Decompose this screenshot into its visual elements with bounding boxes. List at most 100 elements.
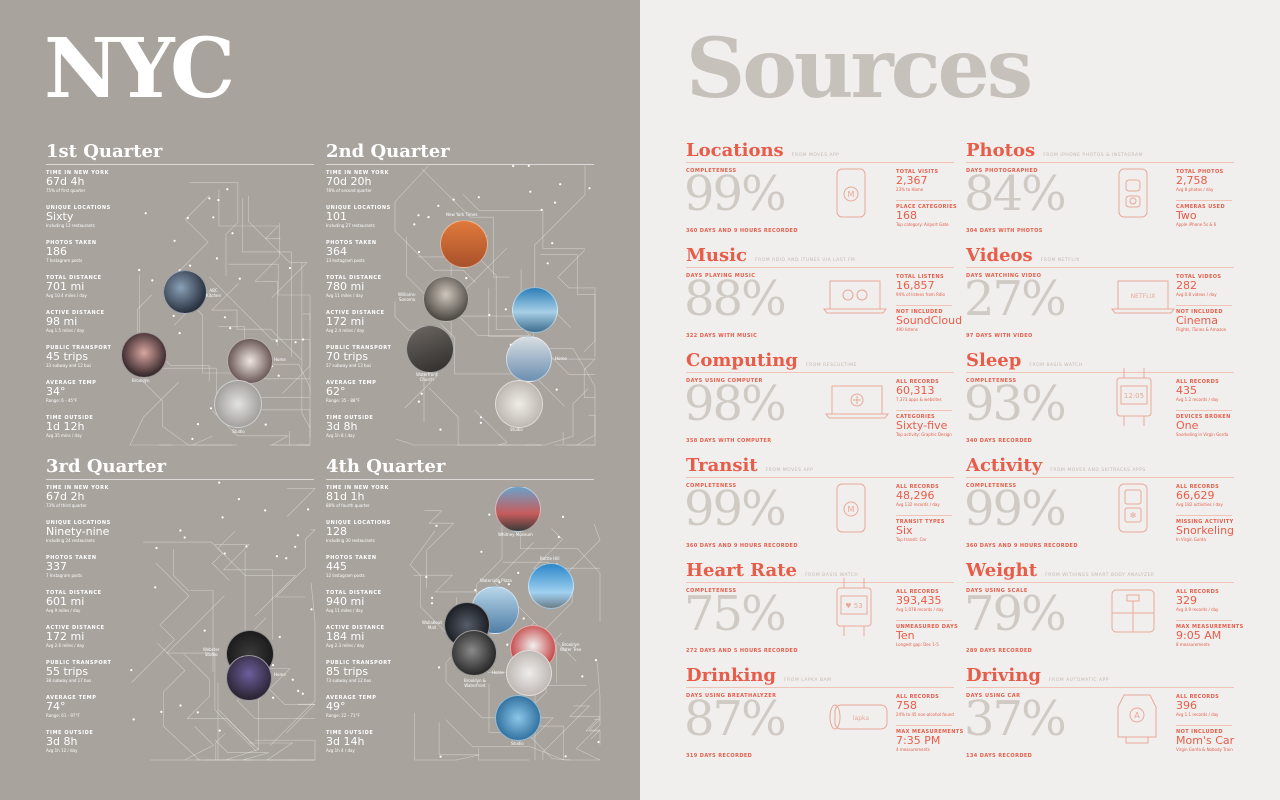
map-stop <box>413 223 416 226</box>
quarter-2: 2nd Quarter TIME IN NEW YORK 70d 20h 78%… <box>326 140 594 438</box>
source-stat: ALL RECORDS 60,313 7,373 apps & websites <box>896 379 956 402</box>
scale-icon <box>1110 588 1156 638</box>
place-label: Battle Hill <box>540 556 560 561</box>
map-line <box>217 531 297 617</box>
map-stop <box>203 629 206 632</box>
quarter-stat: UNIQUE LOCATIONS 128 Including 30 restau… <box>326 520 416 543</box>
source-subtitle: FROM BASIS WATCH <box>805 573 859 578</box>
stat-label: PHOTOS TAKEN <box>326 240 377 246</box>
stat-label: TIME OUTSIDE <box>326 730 374 736</box>
stat-detail: Flights, iTunes & Amazon <box>1176 327 1227 332</box>
quarter-stat: TIME IN NEW YORK 67d 4h 75% of first qua… <box>46 170 136 193</box>
place-photo <box>214 380 262 428</box>
map-stop <box>144 212 147 215</box>
stat-value: 393,435 <box>896 594 942 607</box>
map-stop <box>425 575 428 579</box>
source-stat: ALL RECORDS 435 Avg 1.2 records / day <box>1176 379 1236 402</box>
stat-label: PHOTOS TAKEN <box>326 555 377 561</box>
percent-value: 27% <box>964 271 1067 327</box>
place-label: New York Times <box>446 212 478 217</box>
stat-value: 48,296 <box>896 489 935 502</box>
map-stop <box>178 332 181 335</box>
stat-value: 940 mi <box>326 595 365 608</box>
metric-label: DAYS WATCHING VIDEO <box>966 273 1042 279</box>
phone-snow-icon: ✻ <box>1118 483 1148 537</box>
source-header: Activity FROM MOVES AND SKITRACKS APPS <box>966 455 1234 478</box>
source-card-photos: Photos FROM IPHONE PHOTOS & INSTAGRAM DA… <box>964 140 1234 240</box>
map-stop <box>479 421 482 424</box>
stat-detail: 7 Instagram posts <box>46 573 83 578</box>
place-label: Williams- Sonoma <box>398 292 417 302</box>
map-stop <box>477 196 480 199</box>
map-line <box>218 189 281 239</box>
stat-detail: Longest gap: Dec 1-5 <box>896 642 939 647</box>
stat-key: NOT INCLUDED <box>1176 729 1223 735</box>
source-card-drinking: Drinking FROM LAPKA BAM DAYS USING BREAT… <box>684 665 963 765</box>
stat-value: 101 <box>326 210 347 223</box>
stat-value: 445 <box>326 560 347 573</box>
map-stop <box>301 692 304 695</box>
map-stop <box>517 571 520 575</box>
sources-title: Sources <box>686 21 1033 117</box>
quarter-title: 3rd Quarter <box>46 455 314 480</box>
place-photo <box>226 655 272 701</box>
source-title: Heart Rate <box>686 560 797 581</box>
quarter-stat: AVERAGE TEMP 62° Range: 35 - 88°F <box>326 380 416 403</box>
source-stat: ALL RECORDS 393,435 Avg 1,078 records / … <box>896 589 956 612</box>
phone-icon: M <box>836 483 866 537</box>
metric-label: DAYS USING COMPUTER <box>686 378 763 384</box>
stat-label: TIME OUTSIDE <box>326 415 374 421</box>
stat-label: AVERAGE TEMP <box>46 695 97 701</box>
map-line <box>540 254 596 353</box>
stat-detail: 88% of fourth quarter <box>326 503 370 508</box>
quarter-stat: AVERAGE TEMP 34° Range: 6 - 45°F <box>46 380 136 403</box>
map-line <box>249 742 315 761</box>
map-line <box>131 562 190 683</box>
map-stop <box>522 617 525 620</box>
map-line <box>588 719 601 740</box>
source-header: Locations FROM MOVES APP <box>686 140 954 163</box>
quarter-stat: TOTAL DISTANCE 601 mi Avg 9 miles / day <box>46 590 136 613</box>
stat-detail: Avg 1,078 records / day <box>896 607 944 612</box>
map-line <box>554 432 595 446</box>
stat-detail: Including 12 restaurants <box>46 223 95 228</box>
metric-label: DAYS USING SCALE <box>966 588 1028 594</box>
days-recorded: 272 DAYS AND 5 HOURS RECORDED <box>686 648 798 654</box>
map-stop <box>278 635 281 639</box>
place-label: Waterfront Church <box>416 372 438 382</box>
percent-value: 84% <box>964 166 1067 222</box>
quarter-stat: TOTAL DISTANCE 780 mi Avg 11 miles / day <box>326 275 416 298</box>
map-line <box>575 662 601 761</box>
quarter-stat: TIME OUTSIDE 3d 8h Avg 1h 12 / day <box>46 730 136 753</box>
stat-detail: 24% to 45 non-alcohol found <box>896 712 954 717</box>
days-recorded: 319 DAYS RECORDED <box>686 753 753 759</box>
quarter-stat: TOTAL DISTANCE 701 mi Avg 10.4 miles / d… <box>46 275 136 298</box>
heart-watch-icon: ♥ 53 <box>834 578 874 640</box>
map-line <box>576 414 596 446</box>
place-photo <box>506 650 552 696</box>
map-stop <box>439 428 442 431</box>
stat-value: 67d 2h <box>46 490 85 503</box>
map-stop <box>597 740 600 744</box>
quarter-4: 4th Quarter TIME IN NEW YORK 81d 1h 88% … <box>326 455 594 753</box>
quarter-stat: UNIQUE LOCATIONS Sixty Including 12 rest… <box>46 205 136 228</box>
map-stop <box>581 675 584 678</box>
stat-value: 49° <box>326 700 346 713</box>
map-stop <box>151 279 154 282</box>
stat-key: MISSING ACTIVITY <box>1176 519 1234 525</box>
stat-detail: In Virgin Gorda <box>1176 537 1206 542</box>
stat-detail: 94% of listens from Rdio <box>896 292 945 297</box>
stat-label: TIME IN NEW YORK <box>326 170 390 176</box>
map-stop <box>594 659 598 662</box>
stat-value: 74° <box>46 700 66 713</box>
quarter-title: 2nd Quarter <box>326 140 594 165</box>
days-recorded: 304 DAYS WITH PHOTOS <box>966 228 1043 234</box>
stat-detail: 4 measurements <box>896 747 930 752</box>
stat-value: 60,313 <box>896 384 935 397</box>
stat-value: SoundCloud <box>896 314 963 327</box>
map-line <box>462 194 585 249</box>
map-stop <box>264 509 267 512</box>
map-stop <box>196 711 199 714</box>
map-stop <box>546 262 549 265</box>
stat-detail: Range: 22 - 71°F <box>326 713 360 718</box>
